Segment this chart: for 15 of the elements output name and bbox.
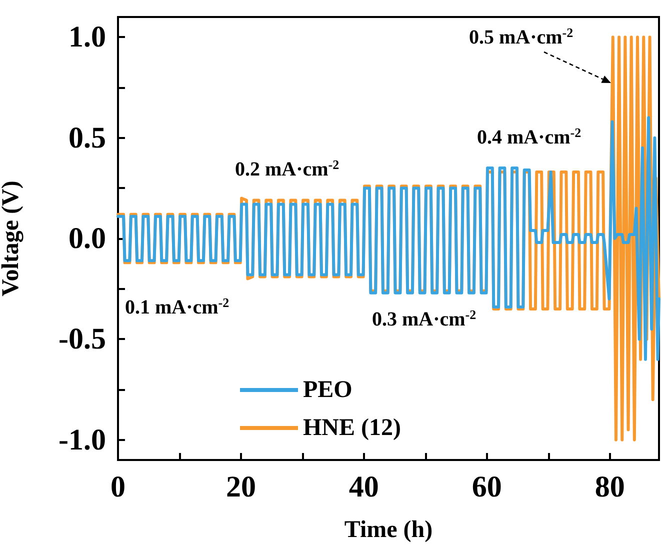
y-tick-label: 0.0 (68, 222, 106, 255)
line-series (116, 116, 660, 361)
y-tick-label: 1.0 (68, 20, 106, 54)
y-axis-title: Voltage (V) (0, 180, 24, 296)
legend-label: HNE (12) (303, 415, 401, 441)
x-tick-label: 40 (348, 470, 379, 504)
y-tick-label: -0.5 (58, 322, 106, 356)
x-tick-label: 20 (226, 470, 256, 504)
x-axis-title: Time (h) (344, 517, 433, 543)
x-tick-label: 80 (594, 470, 625, 504)
y-tick-label: -1.0 (58, 423, 106, 456)
x-tick-label: 60 (472, 470, 502, 504)
x-tick-label: 0 (110, 470, 126, 504)
y-tick-label: 0.5 (68, 121, 106, 154)
legend-label: PEO (303, 377, 352, 403)
